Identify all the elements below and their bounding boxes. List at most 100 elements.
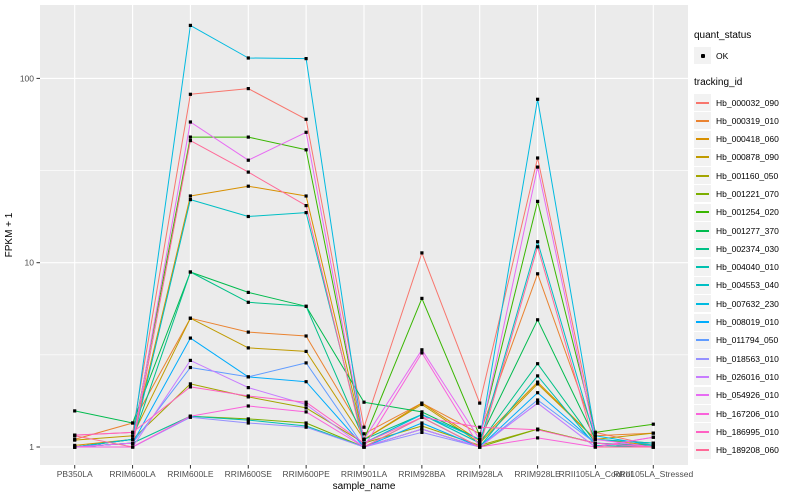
data-point-Hb_007632_230 (304, 57, 308, 61)
data-point-Hb_002374_030 (304, 304, 308, 308)
legend-item-Hb_000319_010: Hb_000319_010 (694, 112, 798, 130)
data-point-Hb_001277_370 (536, 318, 540, 322)
legend-color-line (696, 101, 709, 104)
legend-color-line (696, 375, 709, 378)
data-point-Hb_000878_090 (131, 434, 135, 438)
legend-color-line (696, 211, 709, 214)
x-tick-label: RRIM600LA (109, 469, 156, 479)
data-point-Hb_008019_010 (420, 421, 424, 425)
legend-color-line (696, 394, 709, 397)
legend-label: Hb_001160_050 (716, 170, 779, 181)
line-key-icon (694, 112, 711, 130)
legend-label: Hb_001221_070 (716, 188, 779, 199)
legend-label: Hb_000878_090 (716, 152, 779, 163)
data-point-Hb_189208_060 (651, 445, 655, 449)
data-point-Hb_001254_020 (478, 434, 482, 438)
x-tick-label: RRIM928LE (514, 469, 561, 479)
line-key-icon (694, 258, 711, 276)
data-point-Hb_186995_010 (188, 385, 192, 389)
legend-label: Hb_000032_090 (716, 97, 779, 108)
line-key-icon (694, 148, 711, 166)
legend-item-Hb_054926_010: Hb_054926_010 (694, 386, 798, 404)
x-tick-label: RRIM600PE (283, 469, 331, 479)
data-point-Hb_001221_070 (304, 421, 308, 425)
data-point-Hb_001277_370 (73, 409, 77, 413)
legend-item-Hb_007632_230: Hb_007632_230 (694, 295, 798, 313)
data-point-Hb_186995_010 (246, 394, 250, 398)
legend-label: Hb_000319_010 (716, 115, 779, 126)
data-point-Hb_189208_060 (536, 245, 540, 249)
data-point-Hb_008019_010 (304, 380, 308, 384)
data-point-Hb_186995_010 (478, 425, 482, 429)
legend-label: Hb_001277_370 (716, 225, 779, 236)
legend-item-Hb_186995_010: Hb_186995_010 (694, 423, 798, 441)
data-point-Hb_189208_060 (304, 204, 308, 208)
data-point-Hb_001254_020 (304, 148, 308, 152)
data-point-Hb_007632_230 (593, 434, 597, 438)
data-point-Hb_000878_090 (73, 438, 77, 442)
point-key-icon (694, 47, 711, 64)
data-point-Hb_054926_010 (304, 130, 308, 134)
x-tick-label: RRIM600LE (167, 469, 214, 479)
data-point-Hb_011794_050 (304, 361, 308, 365)
legend-color-line (696, 449, 709, 452)
legend-label: Hb_018563_010 (716, 353, 779, 364)
line-key-icon (694, 350, 711, 368)
data-point-Hb_167206_010 (188, 414, 192, 418)
data-point-Hb_186995_010 (362, 441, 366, 445)
data-point-Hb_001254_020 (188, 135, 192, 139)
data-point-Hb_167206_010 (420, 351, 424, 355)
data-point-Hb_026016_010 (536, 401, 540, 405)
data-point-Hb_186995_010 (593, 441, 597, 445)
data-point-Hb_167206_010 (651, 435, 655, 439)
data-point-Hb_000418_060 (246, 184, 250, 188)
legend-label: Hb_189208_060 (716, 445, 779, 456)
line-key-icon (694, 203, 711, 221)
legend-item-Hb_000878_090: Hb_000878_090 (694, 148, 798, 166)
data-point-Hb_000418_060 (536, 380, 540, 384)
legend-color-line (696, 412, 709, 415)
line-key-icon (694, 94, 711, 111)
data-point-Hb_011794_050 (246, 375, 250, 379)
data-point-Hb_000319_010 (536, 272, 540, 276)
data-point-Hb_004553_040 (246, 214, 250, 219)
data-point-Hb_018563_010 (420, 430, 424, 434)
line-key-icon (694, 240, 711, 258)
data-point-Hb_000878_090 (536, 382, 540, 386)
legend-label: Hb_186995_010 (716, 426, 779, 437)
legend-color-line (696, 229, 709, 232)
data-point-Hb_001277_370 (246, 290, 250, 294)
data-point-Hb_026016_010 (304, 402, 308, 407)
data-point-Hb_000418_060 (188, 194, 192, 198)
legend-item-Hb_004040_010: Hb_004040_010 (694, 258, 798, 276)
data-point-Hb_000878_090 (188, 316, 192, 320)
data-point-Hb_000319_010 (304, 334, 308, 338)
legend-label: Hb_002374_030 (716, 243, 779, 254)
data-point-Hb_167206_010 (246, 404, 250, 408)
legend-item-Hb_000032_090: Hb_000032_090 (694, 94, 798, 111)
data-point-Hb_000032_090 (420, 251, 424, 255)
legend-title-tracking-id: tracking_id (694, 77, 743, 88)
data-point-Hb_011794_050 (536, 398, 540, 402)
data-point-Hb_000319_010 (246, 330, 250, 334)
legend-color-line (696, 119, 709, 122)
line-key-icon (694, 167, 711, 185)
data-point-Hb_000878_090 (304, 349, 308, 353)
data-point-Hb_186995_010 (536, 428, 540, 432)
legend-label: Hb_004040_010 (716, 262, 779, 273)
line-key-icon (694, 185, 711, 203)
data-point-Hb_026016_010 (246, 386, 250, 390)
data-point-Hb_002374_030 (246, 300, 250, 304)
legend-item-Hb_002374_030: Hb_002374_030 (694, 240, 798, 258)
x-tick-label: RRII105LA_Control (559, 469, 633, 479)
data-point-Hb_000032_090 (536, 156, 540, 160)
data-point-Hb_008019_010 (536, 391, 540, 395)
legend-color-line (696, 321, 709, 324)
x-tick-label: RRIM928LA (457, 469, 504, 479)
legend-color-line (696, 339, 709, 342)
legend-label: Hb_054926_010 (716, 390, 779, 401)
data-point-Hb_189208_060 (362, 445, 366, 449)
line-key-icon (694, 405, 711, 423)
legend: quant_status OK tracking_id Hb_000032_09… (694, 30, 798, 460)
data-point-Hb_018563_010 (304, 425, 308, 429)
